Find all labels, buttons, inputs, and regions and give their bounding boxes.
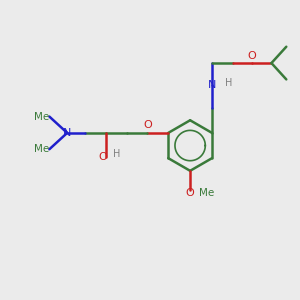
Text: Me: Me [34, 144, 50, 154]
Text: N: N [63, 128, 71, 138]
Text: H: H [113, 149, 121, 159]
Text: Me: Me [34, 112, 50, 122]
Text: H: H [225, 78, 232, 88]
Text: O: O [98, 152, 107, 162]
Text: N: N [208, 80, 216, 90]
Text: O: O [186, 188, 194, 198]
Text: O: O [248, 51, 256, 61]
Text: Me: Me [199, 188, 214, 198]
Text: O: O [143, 121, 152, 130]
